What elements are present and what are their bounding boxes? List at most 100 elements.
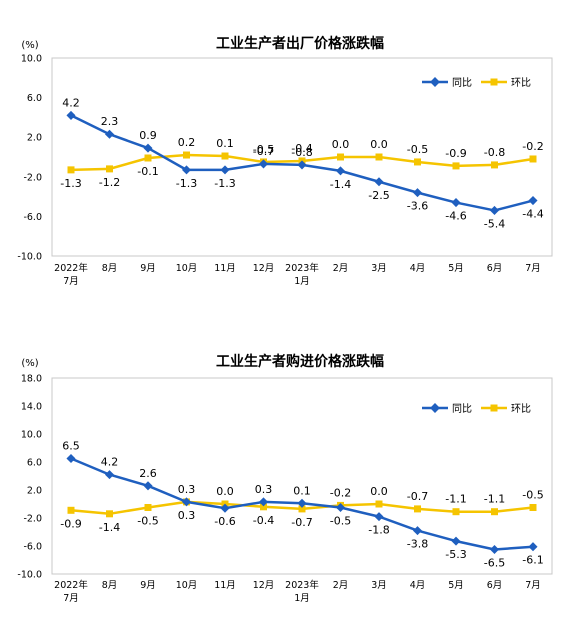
chart-2-point-mom: [491, 508, 498, 516]
chart-2-point-mom: [298, 505, 306, 513]
chart-2-plot-frame: [51, 377, 553, 575]
chart-1-point-mom: [491, 161, 498, 169]
chart-1-point-yoy: [66, 110, 76, 120]
chart-2-point-mom: [106, 510, 113, 518]
chart-1-legend-marker-mom: [490, 78, 498, 86]
chart-1-legend-label-mom: 环比: [511, 77, 531, 89]
chart-1-x-tick-label: 3月: [371, 263, 387, 274]
chart-1-data-label-yoy: -0.7: [253, 145, 274, 158]
chart-2-x-tick-label: 8月: [102, 580, 118, 591]
chart-2-point-yoy: [143, 481, 153, 491]
chart-2-y-ticks: 18.0 14.0 10.0 6.0 2.0 -2.0 -6.0 -10.0: [17, 374, 42, 581]
chart-1-x-tick-label: 11月: [214, 263, 236, 274]
chart-1-data-label-mom: 0.1: [216, 137, 234, 150]
chart-1-legend: 同比 环比: [422, 77, 531, 89]
chart-1-plot-frame: [51, 57, 553, 257]
chart-1-data-label-mom: -0.5: [407, 143, 428, 156]
chart-1-x-ticks: 2022年 7月 8月 9月 10月 11月 12月 2023年 1月 2月 3月 4月 5月 6月 7月: [54, 262, 541, 287]
chart-2-legend-label-mom: 环比: [511, 403, 531, 415]
chart-1-data-label-mom: -0.5: [253, 143, 274, 156]
chart-2-x-tick-label: 10月: [176, 580, 198, 591]
chart-2-point-yoy: [412, 526, 423, 536]
chart-2-x-tick-label: 12月: [253, 580, 275, 591]
chart-1-point-mom: [375, 153, 383, 161]
chart-2-y-tick-label: -6.0: [23, 542, 42, 553]
chart-1-x-tick-label: 7月: [525, 263, 541, 274]
chart-1-x-tick-label: 5月: [448, 263, 464, 274]
chart-2-title: 工业生产者购进价格涨跌幅: [216, 353, 384, 370]
chart-1-x-tick-label: 8月: [102, 263, 118, 274]
chart-2-data-label-yoy: 2.6: [139, 467, 157, 480]
chart-2-data-label-mom: -0.9: [60, 517, 81, 530]
chart-2-y-tick-label: 18.0: [21, 374, 42, 385]
chart-2-data-label-mom: 0.0: [370, 485, 388, 498]
chart-1-point-yoy: [220, 165, 230, 175]
chart-1-data-label-yoy: 0.9: [139, 129, 157, 142]
chart-1-data-label-mom: 0.2: [178, 136, 196, 149]
chart-1-x-tick-label: 2月: [333, 263, 349, 274]
chart-2-data-label-mom: -1.1: [484, 493, 505, 506]
chart-1-point-mom: [144, 154, 152, 162]
chart-2-marks: 6.5 4.2 2.6 0.3 -0.6 0.3 0.1 -0.5 -1.8 -3.8 -5.3 -6…: [60, 440, 543, 570]
chart-1-y-unit: (%): [21, 40, 38, 51]
chart-2-point-yoy: [374, 512, 384, 522]
chart-1-data-label-yoy: -1.3: [176, 177, 197, 190]
chart-1-point-yoy: [528, 196, 538, 206]
chart-1-x-tick-label: 9月: [140, 263, 156, 274]
chart-2: 工业生产者购进价格涨跌幅 (%) 同比 环比 18.0 14.0 10.0 6.0 2.…: [17, 353, 553, 604]
chart-2-x-tick-label: 7月: [525, 580, 541, 591]
chart-2-point-mom: [375, 500, 383, 508]
chart-2-y-tick-label: -2.0: [23, 514, 42, 525]
chart-1-point-yoy: [335, 166, 346, 176]
chart-2-legend-label-yoy: 同比: [452, 403, 472, 415]
chart-2-y-tick-label: 2.0: [27, 486, 42, 497]
chart-1-data-label-mom: 0.0: [370, 138, 388, 151]
chart-1-data-label-yoy: -4.6: [445, 210, 466, 223]
chart-2-data-label-yoy: 0.1: [293, 484, 311, 497]
chart-1-point-yoy: [489, 205, 500, 215]
chart-1-data-label-yoy: -0.8: [291, 146, 312, 159]
chart-1-x-tick-label: 6月: [487, 263, 503, 274]
chart-1-y-tick-label: -6.0: [23, 212, 42, 223]
chart-1-x-tick-label: 2022年 7月: [54, 262, 88, 287]
chart-1-point-yoy: [412, 188, 423, 198]
chart-1-data-label-mom: 0.0: [332, 138, 350, 151]
chart-2-data-label-yoy: 4.2: [101, 456, 119, 469]
chart-1: 工业生产者出厂价格涨跌幅 (%) 同比 环比 10.0 6.0 2.0 -2.0 -6.…: [17, 35, 553, 287]
chart-2-point-yoy: [489, 544, 500, 555]
chart-1-y-tick-label: 2.0: [27, 133, 42, 144]
chart-1-data-label-yoy: -1.4: [330, 178, 351, 191]
chart-1-point-yoy: [181, 165, 192, 175]
chart-1-y-tick-label: 6.0: [27, 93, 42, 104]
chart-1-data-label-mom: -0.1: [137, 165, 158, 178]
chart-2-x-tick-label: 2月: [333, 580, 349, 591]
chart-2-data-label-mom: -1.4: [99, 521, 120, 534]
chart-2-legend-marker-mom: [490, 404, 498, 412]
chart-1-y-tick-label: 10.0: [21, 54, 42, 65]
chart-1-data-label-mom: -1.2: [99, 176, 120, 189]
chart-2-x-ticks: 2022年 7月 8月 9月 10月 11月 12月 2023年 1月 2月 3月 4月 5月 6月 7月: [54, 579, 541, 604]
chart-1-data-label-yoy: -5.4: [484, 217, 505, 230]
chart-1-x-tick-label: 4月: [410, 263, 426, 274]
chart-1-data-label-yoy: 4.2: [62, 96, 80, 109]
chart-1-data-label-mom: -0.8: [484, 146, 505, 159]
chart-2-data-label-yoy: 6.5: [62, 440, 80, 453]
chart-1-point-mom: [67, 166, 75, 174]
chart-2-data-label-yoy: -5.3: [445, 548, 466, 561]
chart-1-legend-marker-yoy: [430, 77, 440, 87]
chart-1-point-mom: [221, 152, 229, 160]
chart-2-data-label-mom: -0.5: [522, 489, 543, 502]
chart-1-point-mom: [183, 151, 190, 159]
chart-1-point-mom: [452, 162, 460, 170]
chart-1-point-mom: [337, 153, 344, 161]
chart-2-data-label-mom: -0.7: [407, 490, 428, 503]
chart-2-point-mom: [414, 505, 421, 513]
chart-2-data-label-mom: 0.3: [178, 483, 196, 496]
chart-2-data-label-mom: -0.7: [291, 516, 312, 529]
chart-1-data-label-mom: -0.4: [291, 142, 312, 155]
chart-1-point-yoy: [451, 198, 461, 208]
chart-1-data-label-mom: -1.3: [60, 177, 81, 190]
chart-1-title: 工业生产者出厂价格涨跌幅: [216, 35, 384, 52]
chart-2-y-unit: (%): [21, 358, 38, 369]
chart-1-x-tick-label: 12月: [253, 263, 275, 274]
